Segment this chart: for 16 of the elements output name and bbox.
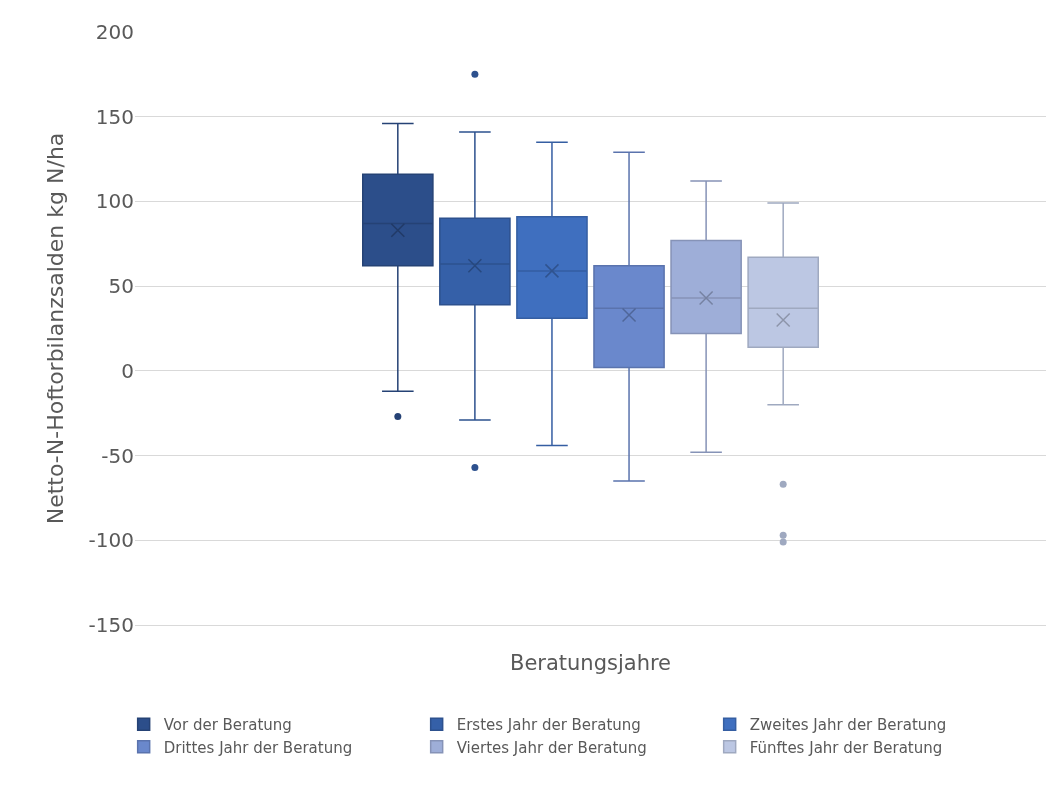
x-axis-title: Beratungsjahre (509, 651, 672, 676)
y-tick-label: 0 (121, 358, 134, 383)
legend-label: Vor der Beratung (163, 716, 292, 735)
legend-label: Erstes Jahr der Beratung (456, 716, 641, 735)
y-axis-title: Netto-N-Hoftorbilanzsalden kg N/ha (43, 132, 69, 525)
y-tick-label: 100 (95, 189, 134, 214)
y-tick-label: -100 (88, 528, 134, 553)
legend-label: Fünftes Jahr der Beratung (749, 738, 943, 757)
y-tick-label: 50 (108, 274, 134, 299)
legend-label: Viertes Jahr der Beratung (456, 738, 647, 757)
y-tick-label: 200 (95, 20, 134, 44)
y-tick-label: 150 (95, 104, 134, 129)
legend-label: Drittes Jahr der Beratung (163, 738, 353, 757)
y-tick-label: -50 (101, 443, 134, 468)
y-tick-label: -150 (88, 613, 134, 637)
legend-label: Zweites Jahr der Beratung (749, 716, 947, 735)
